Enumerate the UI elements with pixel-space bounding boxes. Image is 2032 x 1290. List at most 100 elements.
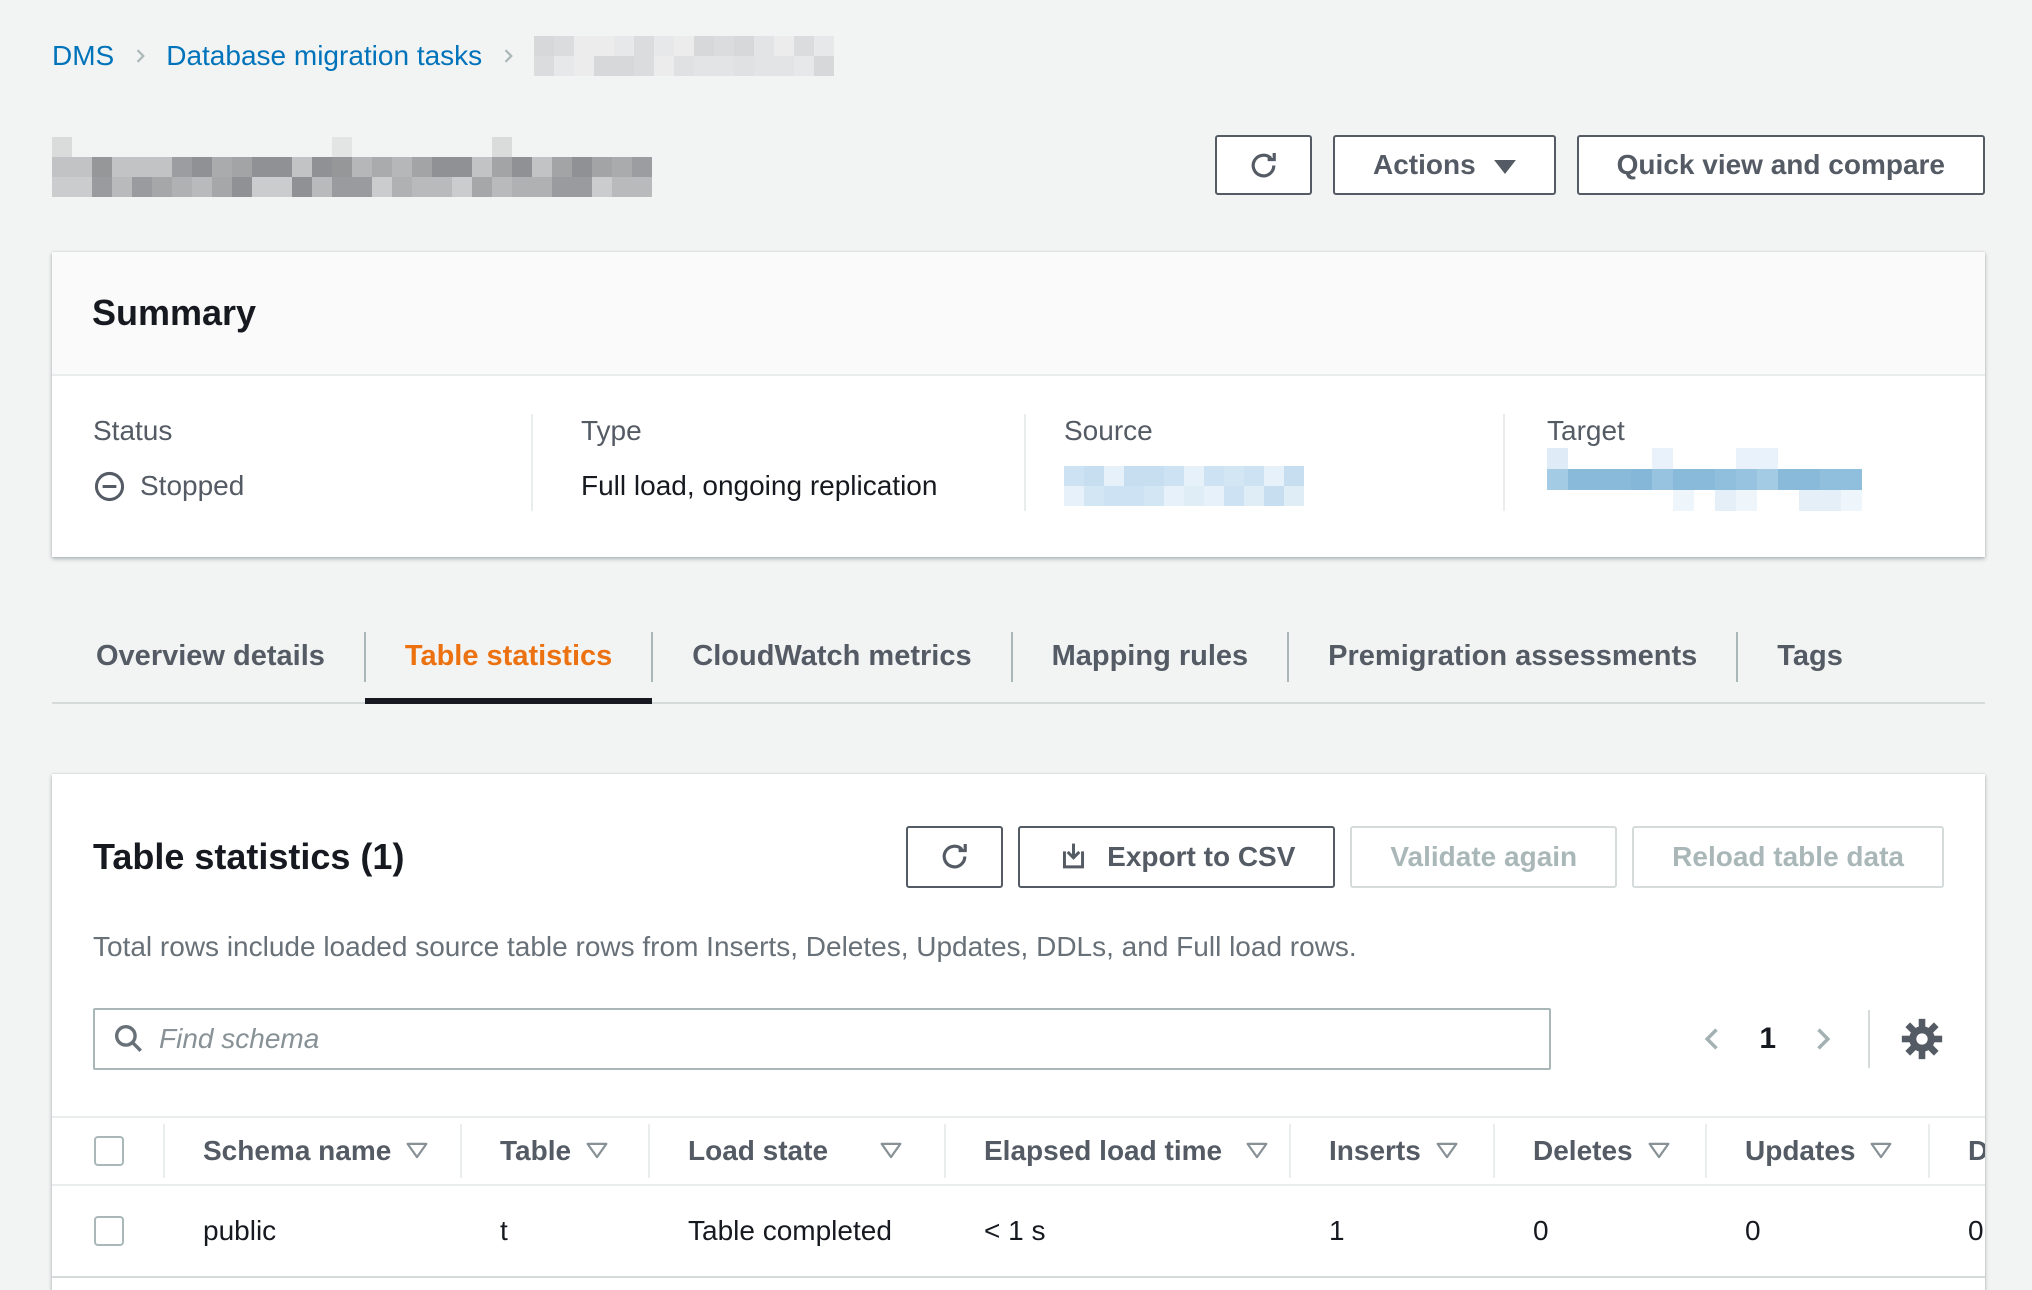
actions-button-label: Actions bbox=[1372, 149, 1476, 180]
page-header: Actions Quick view and compare bbox=[52, 134, 1985, 197]
status-value-text: Stopped bbox=[140, 470, 245, 501]
summary-field-source: Source bbox=[1024, 414, 1503, 511]
page-actions: Actions Quick view and compare bbox=[1214, 135, 1985, 195]
column-header-ddls-truncated[interactable]: D bbox=[1928, 1118, 1985, 1184]
filter-icon[interactable] bbox=[406, 1142, 428, 1159]
summary-title: Summary bbox=[52, 252, 1985, 376]
column-label: Elapsed load time bbox=[984, 1134, 1223, 1166]
tab-mapping-rules[interactable]: Mapping rules bbox=[1010, 614, 1289, 704]
cell-table: t bbox=[500, 1214, 508, 1246]
task-detail-tabs: Overview details Table statistics CloudW… bbox=[52, 614, 1985, 704]
cell-schema-name: public bbox=[203, 1214, 277, 1246]
column-label: Table bbox=[500, 1134, 572, 1166]
column-header-schema-name[interactable]: Schema name bbox=[163, 1118, 460, 1184]
status-label: Status bbox=[93, 415, 173, 446]
breadcrumb-link-dms[interactable]: DMS bbox=[52, 40, 115, 71]
stopped-icon bbox=[94, 471, 125, 501]
table-statistics-table: Schema name Table Load state Elapsed loa… bbox=[52, 1115, 1985, 1278]
filter-icon[interactable] bbox=[880, 1142, 902, 1159]
source-label: Source bbox=[1064, 415, 1153, 446]
table-statistics-title: Table statistics (1) bbox=[93, 835, 405, 877]
tab-label: Premigration assessments bbox=[1328, 640, 1698, 672]
schema-search bbox=[93, 1007, 1551, 1070]
column-header-load-state[interactable]: Load state bbox=[648, 1118, 944, 1184]
export-csv-button[interactable]: Export to CSV bbox=[1018, 825, 1336, 888]
column-header-updates[interactable]: Updates bbox=[1705, 1118, 1928, 1184]
filter-icon[interactable] bbox=[1870, 1142, 1892, 1159]
tab-label: Tags bbox=[1777, 640, 1843, 672]
find-schema-input[interactable] bbox=[93, 1007, 1551, 1070]
row-checkbox[interactable] bbox=[94, 1215, 124, 1246]
refresh-button[interactable] bbox=[1214, 135, 1312, 195]
target-label: Target bbox=[1547, 415, 1625, 446]
tab-label: Mapping rules bbox=[1051, 640, 1249, 672]
table-statistics-description: Total rows include loaded source table r… bbox=[93, 930, 1357, 962]
caret-down-icon bbox=[1493, 160, 1516, 174]
quick-view-button[interactable]: Quick view and compare bbox=[1576, 135, 1985, 195]
type-label: Type bbox=[581, 415, 642, 446]
tab-premigration-assessments[interactable]: Premigration assessments bbox=[1287, 614, 1737, 704]
cell-inserts: 1 bbox=[1329, 1214, 1345, 1246]
column-label: Schema name bbox=[203, 1134, 392, 1166]
reload-table-data-button[interactable]: Reload table data bbox=[1632, 825, 1944, 888]
chevron-right-icon bbox=[130, 42, 150, 70]
tab-overview-details[interactable]: Overview details bbox=[56, 614, 365, 704]
pagination: 1 bbox=[1699, 1009, 1944, 1068]
breadcrumb-current-redacted bbox=[534, 36, 835, 76]
page-number[interactable]: 1 bbox=[1759, 1021, 1776, 1055]
column-header-deletes[interactable]: Deletes bbox=[1493, 1118, 1705, 1184]
tab-label: Table statistics bbox=[404, 640, 613, 672]
cell-ddls: 0 bbox=[1968, 1214, 1984, 1246]
column-header-elapsed-load-time[interactable]: Elapsed load time bbox=[944, 1118, 1289, 1184]
summary-field-target: Target bbox=[1503, 414, 1945, 511]
table-row: public t Table completed < 1 s 1 0 0 0 bbox=[52, 1185, 1985, 1278]
summary-field-type: Type Full load, ongoing replication bbox=[531, 414, 1024, 511]
table-header-row: Schema name Table Load state Elapsed loa… bbox=[52, 1115, 1985, 1186]
table-refresh-button[interactable] bbox=[906, 825, 1004, 888]
breadcrumb-link-migration-tasks[interactable]: Database migration tasks bbox=[166, 40, 483, 71]
filter-icon[interactable] bbox=[1648, 1142, 1670, 1159]
validate-again-label: Validate again bbox=[1390, 840, 1578, 872]
validate-again-button[interactable]: Validate again bbox=[1350, 825, 1618, 888]
reload-table-data-label: Reload table data bbox=[1672, 840, 1904, 872]
actions-button[interactable]: Actions bbox=[1332, 135, 1556, 195]
download-icon bbox=[1063, 843, 1085, 869]
summary-body: Status Stopped Type Full load, ongoing r… bbox=[52, 376, 1985, 557]
cell-elapsed-load-time: < 1 s bbox=[984, 1214, 1046, 1246]
column-label: Inserts bbox=[1329, 1134, 1421, 1166]
column-label: Updates bbox=[1745, 1134, 1856, 1166]
column-label: Deletes bbox=[1533, 1134, 1633, 1166]
summary-panel: Summary Status Stopped Type Full load, o… bbox=[52, 252, 1985, 557]
cell-updates: 0 bbox=[1745, 1214, 1761, 1246]
quick-view-button-label: Quick view and compare bbox=[1616, 149, 1945, 180]
select-all-checkbox[interactable] bbox=[94, 1135, 124, 1166]
filter-icon[interactable] bbox=[1246, 1142, 1268, 1159]
column-header-table[interactable]: Table bbox=[460, 1118, 648, 1184]
filter-icon[interactable] bbox=[586, 1142, 608, 1159]
tab-label: Overview details bbox=[96, 640, 325, 672]
tab-tags[interactable]: Tags bbox=[1736, 614, 1883, 704]
table-statistics-panel: Table statistics (1) Export to CSV Valid… bbox=[52, 774, 1985, 1290]
tab-label: CloudWatch metrics bbox=[692, 640, 972, 672]
summary-field-status: Status Stopped bbox=[52, 414, 531, 511]
tab-cloudwatch-metrics[interactable]: CloudWatch metrics bbox=[651, 614, 1011, 704]
row-select-cell bbox=[52, 1186, 163, 1276]
target-value-redacted bbox=[1547, 448, 1862, 511]
table-preferences-button[interactable] bbox=[1900, 1017, 1944, 1061]
table-statistics-actions: Export to CSV Validate again Reload tabl… bbox=[906, 825, 1944, 888]
toolbar-divider bbox=[1868, 1009, 1870, 1068]
column-label: D bbox=[1968, 1134, 1985, 1166]
breadcrumb: DMS Database migration tasks bbox=[52, 34, 1985, 78]
tab-table-statistics[interactable]: Table statistics bbox=[363, 614, 653, 704]
cell-deletes: 0 bbox=[1533, 1214, 1549, 1246]
column-header-inserts[interactable]: Inserts bbox=[1289, 1118, 1493, 1184]
filter-icon[interactable] bbox=[1436, 1142, 1458, 1159]
type-value: Full load, ongoing replication bbox=[581, 470, 938, 501]
previous-page-button[interactable] bbox=[1699, 1023, 1727, 1055]
next-page-button[interactable] bbox=[1808, 1023, 1836, 1055]
source-value-redacted bbox=[1064, 466, 1308, 506]
refresh-icon bbox=[942, 844, 967, 869]
refresh-icon bbox=[1251, 152, 1276, 177]
status-value: Stopped bbox=[93, 466, 531, 506]
